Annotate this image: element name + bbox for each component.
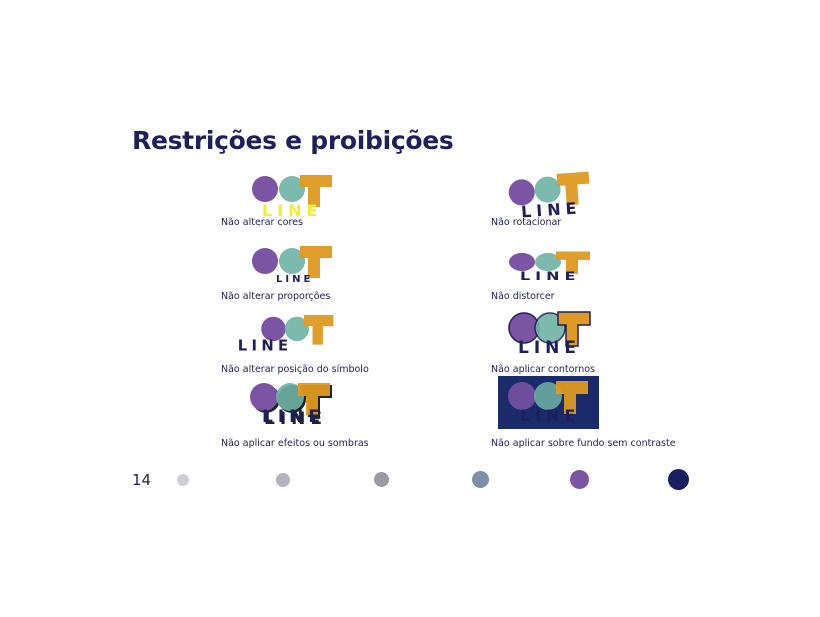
caption-rule-6: Não aplicar contornos: [491, 364, 595, 375]
logo-rotated: LINE: [508, 171, 590, 221]
logo-distorted: LINE: [509, 251, 590, 283]
logo-wordmark: LINE: [238, 338, 293, 355]
caption-rule-7: Não aplicar efeitos ou sombras: [221, 438, 369, 449]
logo-wordmark: LINE: [262, 201, 322, 220]
logo-altered-symbol-position: LINE: [238, 315, 334, 355]
page-title: Restrições e proibições: [132, 126, 454, 155]
palette-dot-3: [374, 472, 389, 487]
logo-wordmark: LINE: [520, 198, 582, 221]
caption-rule-8: Não aplicar sobre fundo sem contraste: [491, 438, 676, 449]
logo-wordmark: LINE: [262, 407, 325, 427]
logo-wordmark: LINE: [276, 274, 313, 285]
logo-with-outlines: LINE: [508, 311, 591, 358]
logo-on-low-contrast-background: LINE: [508, 381, 588, 425]
caption-rule-4: Não distorcer: [491, 291, 555, 302]
caption-rule-1: Não alterar cores: [221, 217, 303, 228]
palette-dot-6: [668, 469, 689, 490]
palette-dot-5: [570, 470, 589, 489]
caption-rule-2: Não rotacionar: [491, 217, 562, 228]
logo-wordmark: LINE: [518, 338, 581, 358]
palette-dot-4: [472, 471, 489, 488]
palette-dot-1: [177, 474, 189, 486]
logo-altered-colors: LINE: [252, 175, 332, 220]
logo-wordmark: LINE: [520, 270, 580, 283]
palette-dot-2: [276, 473, 290, 487]
logo-wordmark: LINE: [520, 406, 580, 425]
page-number: 14: [132, 471, 152, 489]
caption-rule-5: Não alterar posição do símbolo: [221, 364, 369, 375]
logo-with-shadows: LINE LINE: [250, 383, 332, 429]
logo-altered-proportions: LINE: [252, 246, 332, 285]
caption-rule-3: Não alterar proporções: [221, 291, 331, 302]
